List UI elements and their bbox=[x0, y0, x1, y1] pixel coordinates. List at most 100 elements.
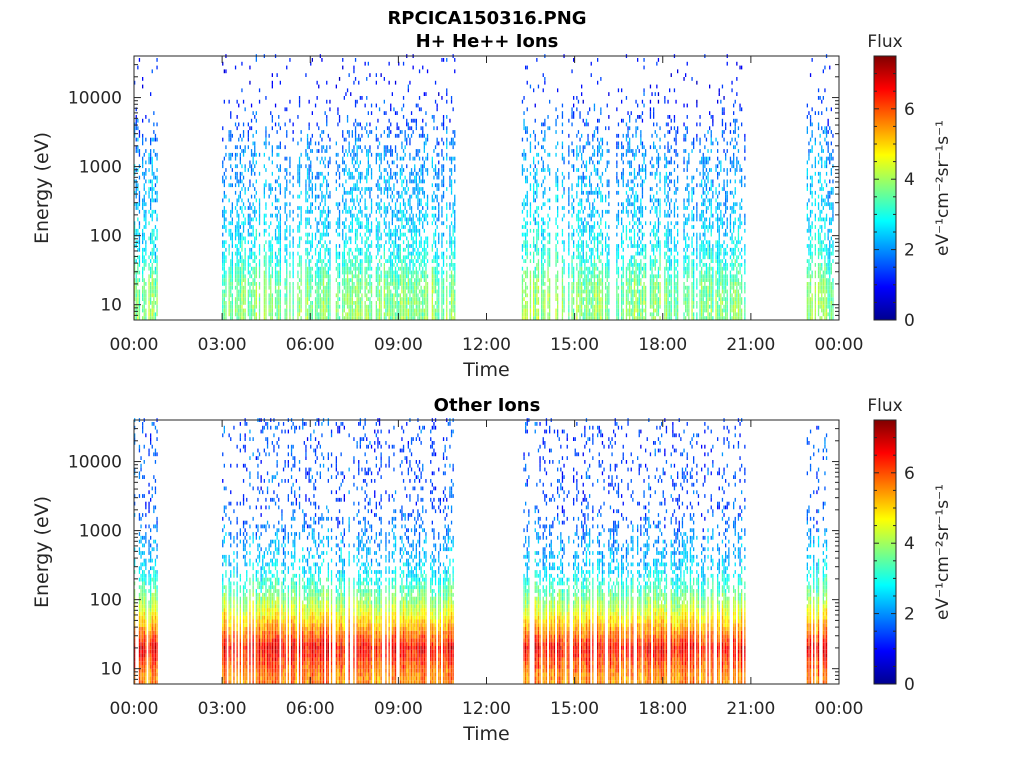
flux-cell bbox=[249, 232, 251, 237]
flux-cell bbox=[223, 259, 225, 263]
flux-cell bbox=[223, 266, 225, 271]
flux-cell bbox=[534, 137, 536, 142]
flux-cell bbox=[337, 255, 339, 260]
flux-cell bbox=[350, 171, 352, 176]
flux-cell bbox=[265, 304, 267, 309]
flux-cell bbox=[278, 236, 280, 241]
flux-cell bbox=[366, 312, 368, 317]
flux-cell bbox=[348, 293, 350, 298]
flux-cell bbox=[338, 251, 341, 256]
flux-cell bbox=[370, 225, 373, 229]
flux-cell bbox=[145, 316, 147, 320]
flux-cell bbox=[593, 198, 596, 203]
flux-cell bbox=[311, 255, 313, 260]
flux-cell bbox=[582, 240, 584, 245]
flux-cell bbox=[592, 293, 594, 298]
flux-cell bbox=[350, 301, 352, 305]
flux-cell bbox=[452, 297, 454, 301]
flux-cell bbox=[353, 301, 355, 305]
flux-cell bbox=[350, 293, 352, 298]
flux-cell bbox=[242, 228, 245, 233]
flux-cell bbox=[555, 247, 557, 252]
flux-cell bbox=[346, 171, 349, 176]
flux-cell bbox=[529, 221, 532, 226]
flux-cell bbox=[223, 225, 225, 229]
flux-cell bbox=[385, 297, 387, 301]
flux-cell bbox=[377, 285, 379, 290]
flux-cell bbox=[526, 293, 528, 298]
flux-cell bbox=[391, 149, 393, 153]
flux-cell bbox=[402, 198, 405, 203]
flux-cell bbox=[401, 183, 403, 188]
flux-cell bbox=[423, 141, 425, 146]
flux-cell bbox=[350, 308, 352, 313]
flux-cell bbox=[316, 221, 318, 226]
flux-cell bbox=[354, 274, 357, 279]
flux-cell bbox=[598, 278, 600, 282]
flux-cell bbox=[241, 179, 243, 184]
flux-cell bbox=[337, 270, 339, 275]
flux-cell bbox=[597, 171, 599, 176]
flux-cell bbox=[407, 88, 409, 93]
flux-cell bbox=[434, 251, 437, 256]
flux-cell bbox=[284, 228, 286, 233]
flux-cell bbox=[274, 270, 277, 275]
flux-cell bbox=[441, 278, 443, 282]
flux-cell bbox=[585, 255, 588, 260]
flux-cell bbox=[316, 156, 318, 161]
flux-cell bbox=[593, 213, 596, 218]
flux-cell bbox=[354, 304, 357, 309]
flux-cell bbox=[597, 274, 599, 279]
flux-cell bbox=[250, 152, 253, 157]
flux-cell bbox=[561, 122, 564, 127]
flux-cell bbox=[529, 282, 532, 286]
flux-cell bbox=[436, 270, 438, 275]
flux-cell bbox=[420, 209, 422, 214]
flux-cell bbox=[134, 221, 136, 226]
flux-cell bbox=[329, 225, 331, 229]
flux-cell bbox=[247, 206, 249, 210]
flux-cell bbox=[138, 263, 141, 267]
flux-cell bbox=[354, 255, 357, 260]
flux-cell bbox=[319, 255, 321, 260]
flux-cell bbox=[238, 251, 240, 256]
flux-cell bbox=[370, 301, 373, 305]
flux-cell bbox=[422, 156, 424, 161]
flux-cell bbox=[300, 316, 302, 320]
flux-cell bbox=[409, 126, 411, 131]
flux-cell bbox=[369, 274, 371, 279]
flux-cell bbox=[225, 168, 227, 172]
flux-cell bbox=[536, 179, 538, 184]
flux-cell bbox=[284, 122, 286, 127]
flux-cell bbox=[378, 244, 381, 248]
flux-cell bbox=[138, 190, 141, 195]
flux-cell bbox=[573, 289, 575, 294]
flux-cell bbox=[286, 202, 288, 207]
flux-cell bbox=[271, 236, 273, 241]
flux-cell bbox=[154, 137, 157, 142]
flux-cell bbox=[521, 164, 524, 169]
flux-cell bbox=[284, 259, 286, 263]
flux-cell bbox=[589, 282, 591, 286]
flux-cell bbox=[370, 175, 373, 180]
flux-cell bbox=[153, 232, 155, 237]
flux-cell bbox=[268, 304, 270, 309]
flux-cell bbox=[438, 232, 440, 237]
flux-cell bbox=[268, 141, 270, 146]
flux-cell bbox=[234, 285, 237, 290]
flux-cell bbox=[537, 301, 540, 305]
flux-cell bbox=[319, 316, 321, 320]
flux-cell bbox=[286, 289, 288, 294]
flux-cell bbox=[383, 175, 385, 180]
flux-cell bbox=[338, 164, 341, 169]
flux-cell bbox=[568, 289, 570, 294]
flux-cell bbox=[258, 244, 261, 248]
flux-cell bbox=[321, 171, 323, 176]
flux-cell bbox=[271, 213, 273, 218]
flux-cell bbox=[270, 240, 272, 245]
flux-cell bbox=[351, 263, 353, 267]
flux-cell bbox=[571, 255, 573, 260]
flux-cell bbox=[279, 278, 281, 282]
flux-cell bbox=[234, 183, 237, 188]
flux-cell bbox=[449, 240, 451, 245]
